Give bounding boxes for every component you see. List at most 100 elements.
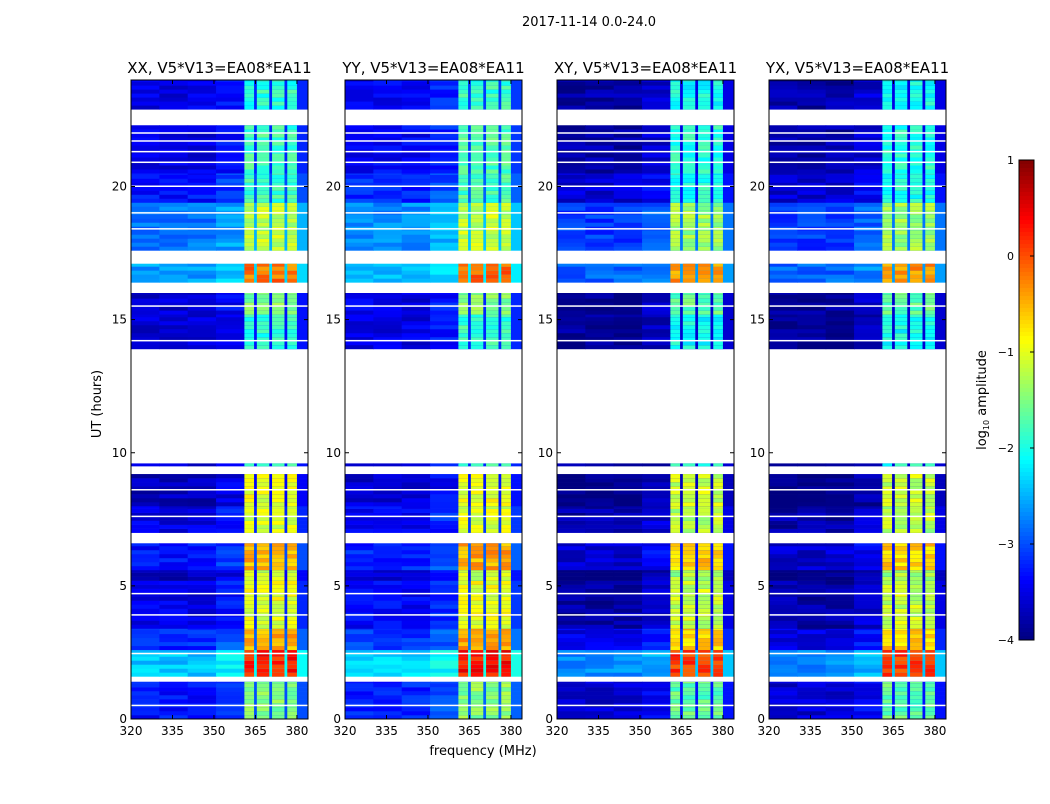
- background-cell: [401, 608, 431, 613]
- signal-cell: [272, 711, 285, 716]
- signal-cell: [698, 214, 711, 219]
- background-cell: [216, 206, 245, 211]
- background-cell: [187, 645, 217, 651]
- signal-cell: [894, 105, 908, 110]
- signal-cell: [470, 672, 484, 677]
- background-cell: [825, 194, 855, 199]
- signal-cell: [682, 344, 696, 350]
- signal-cell: [925, 266, 935, 271]
- background-cell: [216, 218, 245, 223]
- signal-cell: [925, 274, 935, 279]
- background-cell: [825, 186, 855, 191]
- signal-cell: [698, 565, 711, 571]
- signal-cell: [256, 715, 270, 720]
- background-cell: [131, 624, 160, 629]
- background-cell: [187, 600, 217, 605]
- background-cell: [345, 332, 374, 338]
- signal-cell: [470, 490, 484, 495]
- colorbar-segment: [1019, 512, 1034, 517]
- signal-cell: [882, 85, 893, 90]
- signal-cell: [894, 629, 908, 635]
- signal-cell: [470, 668, 484, 673]
- background-cell: [373, 298, 403, 303]
- background-cell: [345, 498, 374, 503]
- signal-cell: [486, 604, 499, 609]
- background-cell: [613, 707, 643, 712]
- background-cell: [825, 190, 855, 195]
- background-cell: [613, 234, 643, 239]
- signal-cell: [458, 624, 469, 629]
- signal-cell: [713, 584, 723, 589]
- background-cell: [401, 278, 431, 283]
- background-cell: [854, 278, 883, 283]
- signal-cell: [256, 263, 270, 267]
- signal-cell: [458, 246, 469, 251]
- signal-cell: [272, 137, 285, 142]
- signal-cell: [713, 344, 723, 350]
- signal-cell: [670, 242, 681, 247]
- flagged-row: [131, 704, 308, 707]
- background-cell: [854, 316, 883, 322]
- background-cell: [159, 266, 189, 271]
- signal-cell: [925, 157, 935, 162]
- background-cell: [373, 263, 403, 267]
- background-cell: [585, 278, 615, 283]
- background-cell: [159, 101, 189, 106]
- background-cell: [216, 178, 245, 183]
- background-cell: [159, 202, 189, 207]
- background-cell: [557, 263, 586, 267]
- signal-cell: [470, 157, 484, 162]
- signal-cell: [501, 320, 511, 326]
- background-cell: [557, 502, 586, 507]
- background-cell: [159, 616, 189, 621]
- signal-cell: [486, 302, 499, 307]
- background-cell: [187, 490, 217, 495]
- background-cell: [769, 652, 798, 657]
- background-cell: [613, 85, 643, 90]
- background-cell: [797, 105, 827, 110]
- signal-cell: [272, 153, 285, 158]
- background-cell: [401, 89, 431, 94]
- signal-cell: [713, 153, 723, 158]
- background-cell: [642, 242, 671, 247]
- signal-cell: [682, 616, 696, 621]
- background-cell: [345, 660, 374, 665]
- background-cell: [854, 218, 883, 223]
- signal-cell: [713, 125, 723, 130]
- signal-cell: [256, 85, 270, 90]
- background-cell: [854, 125, 883, 130]
- colorbar-segment: [1019, 216, 1034, 221]
- signal-cell: [501, 600, 511, 605]
- signal-cell: [882, 234, 893, 239]
- signal-cell: [670, 298, 681, 303]
- background-cell: [797, 145, 827, 150]
- signal-cell: [698, 652, 711, 657]
- signal-cell: [713, 506, 723, 509]
- signal-cell: [910, 652, 923, 657]
- signal-cell: [501, 652, 511, 657]
- background-cell: [557, 486, 586, 491]
- signal-cell: [458, 588, 469, 593]
- background-cell: [854, 543, 883, 547]
- background-cell: [557, 202, 586, 207]
- background-cell: [613, 656, 643, 661]
- background-cell: [769, 569, 798, 573]
- signal-cell: [682, 214, 696, 219]
- signal-cell: [910, 516, 923, 521]
- signal-cell: [486, 545, 499, 551]
- colorbar-frame: [1018, 159, 1035, 641]
- x-tick-label: 320: [334, 724, 357, 738]
- background-cell: [797, 80, 827, 82]
- background-cell: [187, 274, 217, 279]
- background-cell: [557, 628, 586, 631]
- background-cell: [401, 141, 431, 146]
- signal-cell: [244, 524, 255, 529]
- background-cell: [585, 153, 615, 158]
- signal-cell: [458, 222, 469, 227]
- signal-cell: [486, 628, 499, 631]
- background-cell: [131, 572, 160, 577]
- background-cell: [557, 580, 586, 585]
- signal-cell: [698, 157, 711, 162]
- signal-cell: [713, 520, 723, 525]
- background-cell: [131, 218, 160, 223]
